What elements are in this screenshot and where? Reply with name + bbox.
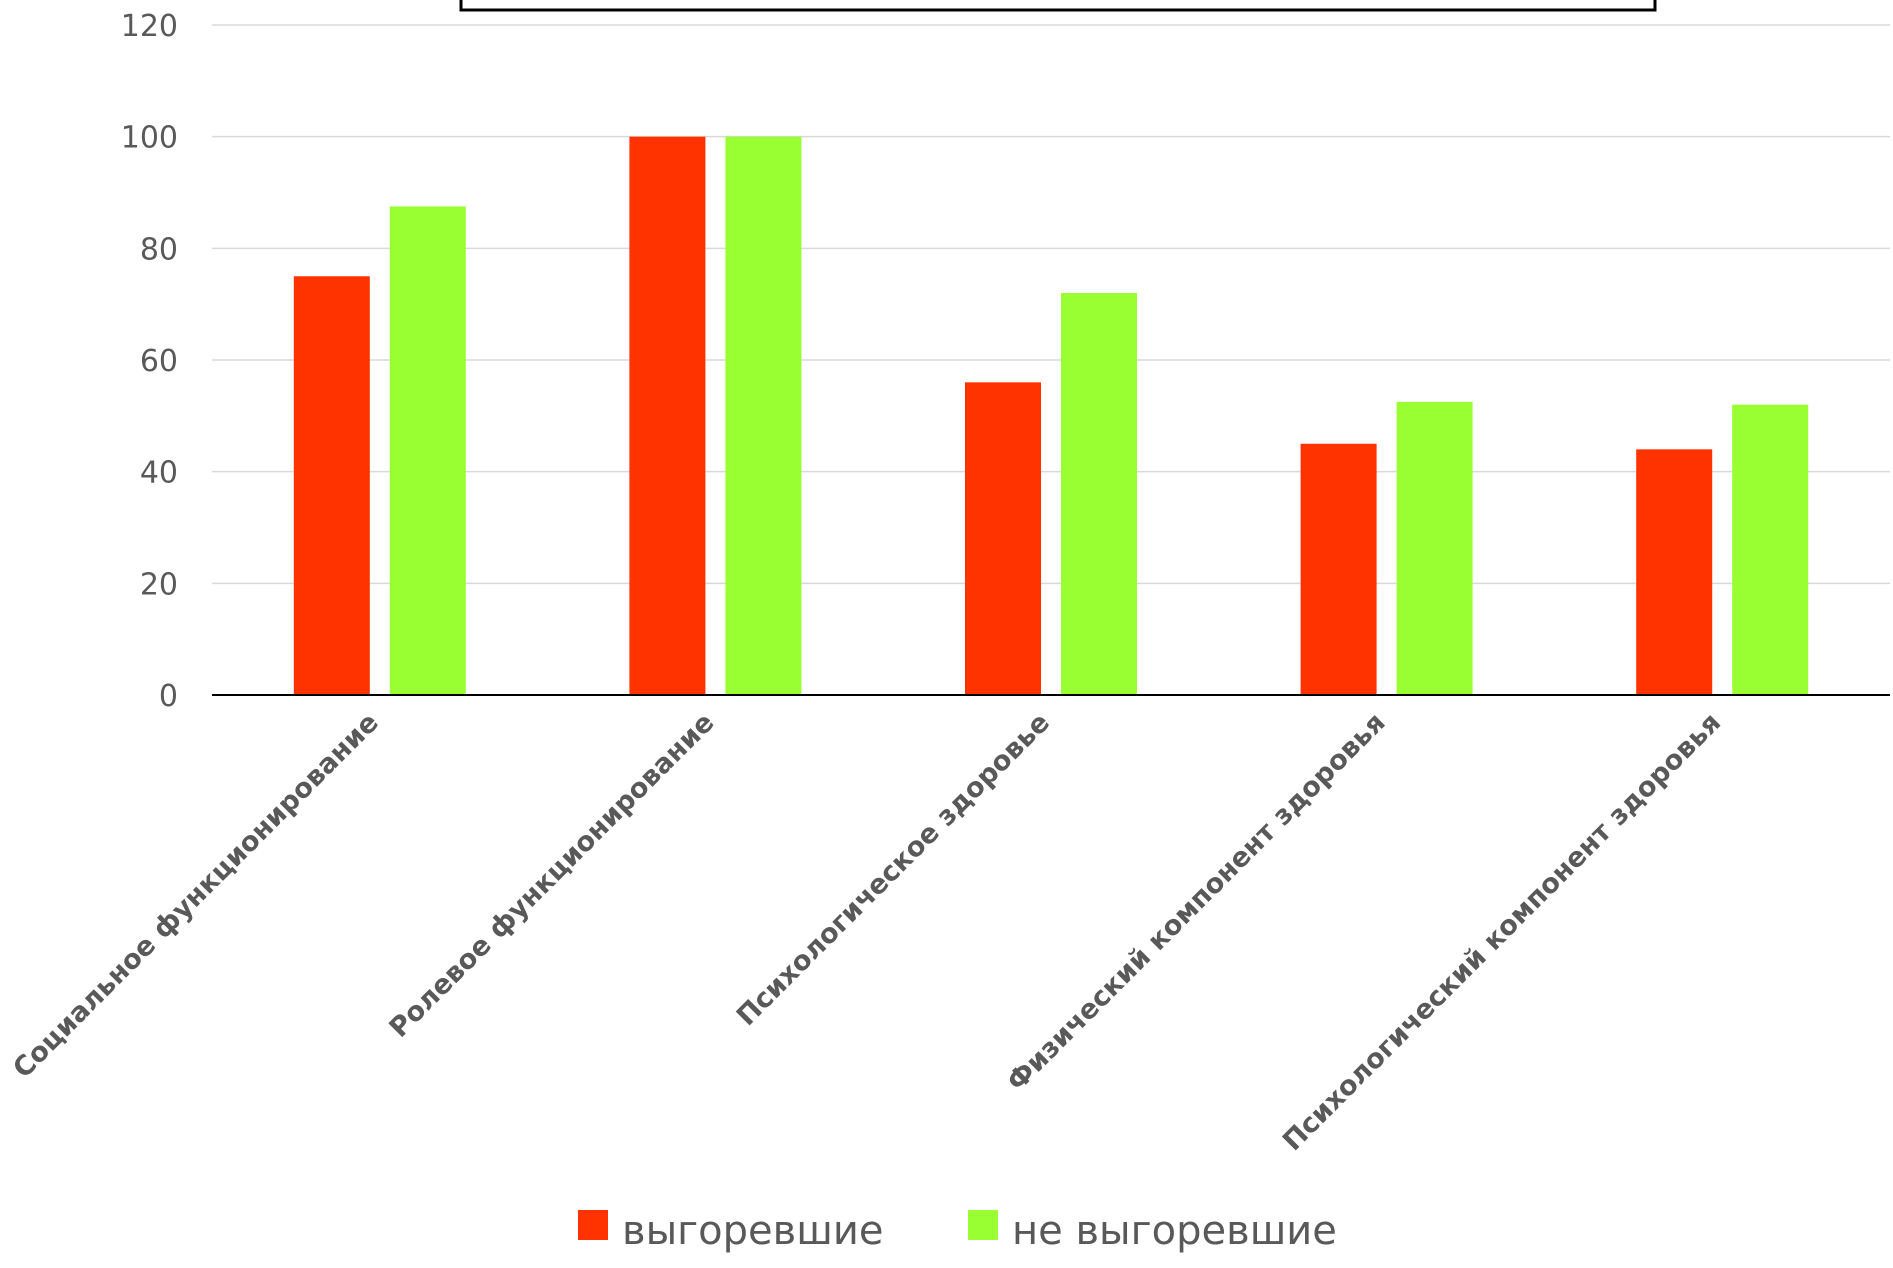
- y-tick-label: 80: [140, 232, 178, 267]
- bar-burned-out: [293, 276, 370, 695]
- legend-swatch: [968, 1210, 998, 1240]
- x-category-label: Социальное функционирование: [7, 707, 384, 1084]
- bar-burned-out: [965, 382, 1041, 695]
- x-category-label: Физический компонент здоровья: [1001, 707, 1391, 1097]
- y-tick-label: 60: [140, 344, 178, 379]
- y-tick-label: 40: [140, 456, 178, 491]
- bar-burned-out: [629, 136, 706, 695]
- title-box: [459, 0, 1657, 12]
- y-tick-label: 120: [121, 9, 178, 44]
- bar-burned-out: [1636, 449, 1713, 695]
- bar-not-burned-out: [1396, 401, 1473, 695]
- bar-not-burned-out: [389, 206, 466, 696]
- gridlines: [212, 24, 1890, 585]
- x-category-label: Ролевое функционирование: [384, 707, 721, 1044]
- legend-label: выгоревшие: [622, 1208, 883, 1254]
- y-tick-label: 100: [121, 121, 178, 156]
- bars: [293, 136, 1809, 696]
- y-tick-label: 0: [159, 679, 178, 714]
- y-axis-tick-labels: 0 20 40 60 80 100 120: [121, 9, 178, 714]
- legend: выгоревшие не выгоревшие: [578, 1208, 1337, 1254]
- x-category-label: Психологическое здоровье: [731, 707, 1056, 1032]
- legend-label: не выгоревшие: [1012, 1208, 1337, 1254]
- bar-not-burned-out: [1061, 293, 1137, 695]
- bar-burned-out: [1300, 443, 1377, 695]
- y-tick-label: 20: [140, 567, 178, 602]
- bar-not-burned-out: [725, 136, 802, 695]
- legend-swatch: [578, 1210, 608, 1240]
- bar-not-burned-out: [1732, 404, 1809, 695]
